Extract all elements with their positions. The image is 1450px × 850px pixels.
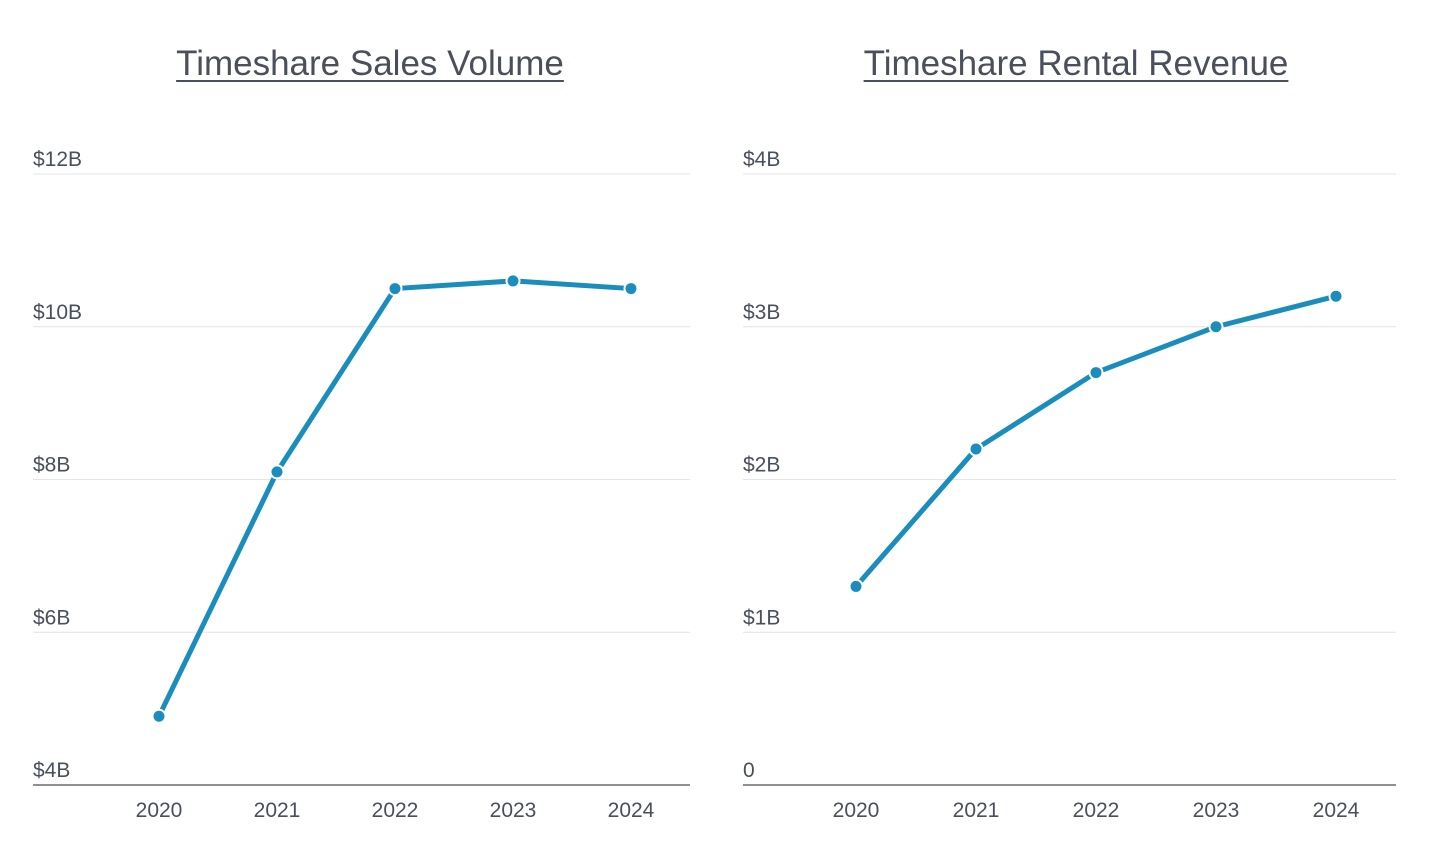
chart-title-sales-volume: Timeshare Sales Volume [176,44,564,83]
y-tick-label-rental-revenue: $1B [743,606,780,629]
x-tick-label-rental-revenue: 2024 [1313,799,1360,822]
data-point-rental-revenue [1088,365,1104,381]
data-point-rental-revenue [1328,288,1344,304]
x-tick-label-sales-volume: 2022 [372,799,419,822]
data-point-sales-volume [269,464,285,480]
y-tick-label-rental-revenue: $2B [743,454,780,477]
series-line-rental-revenue [853,293,1339,589]
series-line-sales-volume [156,278,634,719]
data-point-rental-revenue [1208,319,1224,335]
x-tick-label-sales-volume: 2023 [490,799,537,822]
x-tick-label-sales-volume: 2024 [608,799,655,822]
chart-title-rental-revenue: Timeshare Rental Revenue [863,44,1289,83]
x-tick-label-sales-volume: 2020 [136,799,183,822]
y-tick-label-rental-revenue: 0 [743,759,755,782]
y-tick-label-sales-volume: $4B [33,759,70,782]
chart-sales-volume: $4B $6B $8B $10B $12B 2020 2021 2022 2023 2024 [33,148,690,822]
y-tick-label-sales-volume: $10B [33,301,82,324]
x-tick-label-rental-revenue: 2020 [833,799,880,822]
data-point-sales-volume [151,708,167,724]
x-tick-label-rental-revenue: 2023 [1193,799,1240,822]
data-point-sales-volume [623,281,639,297]
data-point-rental-revenue [848,578,864,594]
x-tick-label-sales-volume: 2021 [254,799,301,822]
chart-rental-revenue: 0 $1B $2B $3B $4B 2020 2021 2022 2023 2024 [743,148,1396,822]
y-tick-label-sales-volume: $12B [33,148,82,171]
x-tick-label-rental-revenue: 2021 [953,799,1000,822]
x-tick-label-rental-revenue: 2022 [1073,799,1120,822]
y-tick-label-rental-revenue: $4B [743,148,780,171]
y-tick-label-sales-volume: $6B [33,606,70,629]
data-point-sales-volume [505,273,521,289]
data-point-rental-revenue [968,441,984,457]
data-point-sales-volume [387,281,403,297]
y-tick-label-sales-volume: $8B [33,454,70,477]
y-tick-label-rental-revenue: $3B [743,301,780,324]
